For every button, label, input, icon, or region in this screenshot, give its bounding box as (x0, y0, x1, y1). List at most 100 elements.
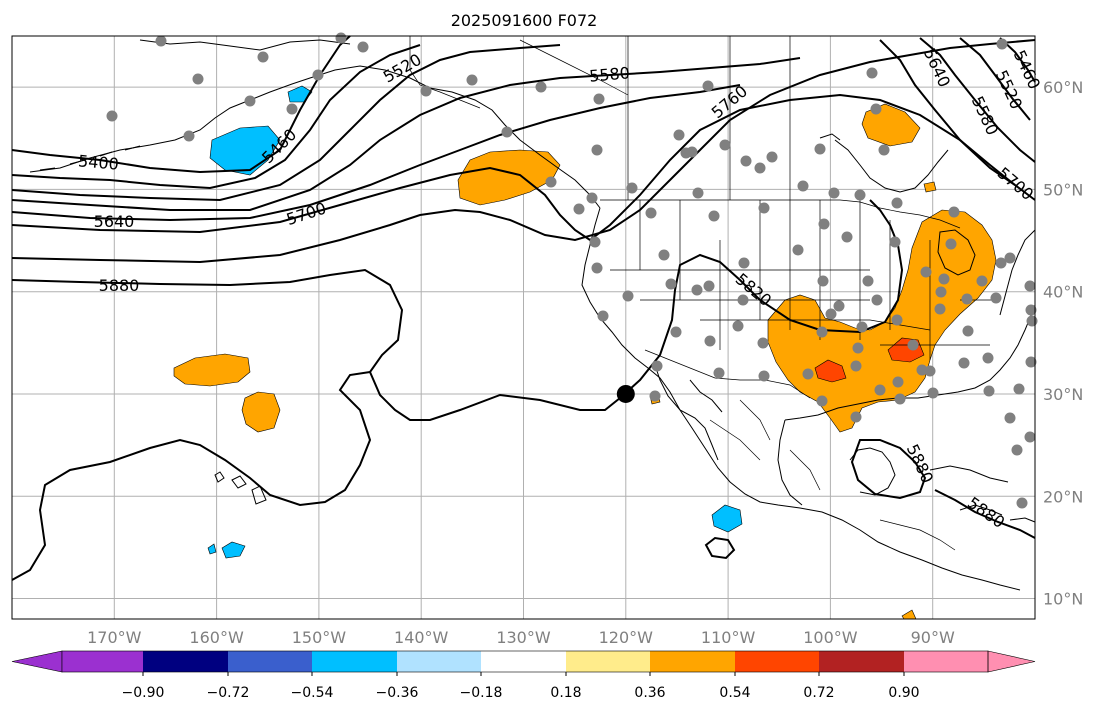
colorbar-segment (819, 651, 904, 672)
station-dot (670, 326, 682, 338)
station-dot (792, 244, 804, 256)
station-dot (713, 367, 725, 379)
station-dot (1016, 497, 1028, 509)
station-dot (591, 262, 603, 274)
contour-east-4 (999, 37, 1036, 83)
latitude-label: 40°N (1043, 283, 1083, 302)
colorbar-segment (228, 651, 312, 672)
station-dot (828, 187, 840, 199)
station-dot (257, 51, 269, 63)
contour-label-5880-west: 5880 (99, 276, 140, 295)
station-dot (854, 189, 866, 201)
colorbar-tick-label: 0.36 (634, 685, 665, 701)
station-dot (958, 357, 970, 369)
coastline-hawaii (214, 471, 267, 505)
longitude-label: 170°W (87, 628, 142, 647)
station-dot (1025, 304, 1037, 316)
station-dot (862, 275, 874, 287)
station-dot (833, 300, 845, 312)
station-dot (649, 390, 661, 402)
station-dot (982, 352, 994, 364)
anomaly-texas-red (814, 359, 847, 383)
station-dot (420, 85, 432, 97)
station-dot (244, 95, 256, 107)
height-contours (11, 35, 1036, 581)
colorbar (11, 650, 1036, 676)
station-dot (192, 73, 204, 85)
station-dot (916, 364, 928, 376)
latitude-labels: 10°N 20°N 30°N 40°N 50°N 60°N (1043, 78, 1083, 608)
station-dot (874, 384, 886, 396)
station-dot (927, 387, 939, 399)
station-dot (593, 93, 605, 105)
station-dot (818, 218, 830, 230)
station-dot (757, 337, 769, 349)
contour-5880-pacific (11, 371, 372, 581)
station-dot (357, 41, 369, 53)
contour-label-5400: 5400 (77, 151, 119, 173)
coastline-east (999, 229, 1036, 316)
colorbar-segment (566, 651, 650, 672)
station-dot (183, 130, 195, 142)
colorbar-tick-label: 0.18 (550, 685, 581, 701)
contour-east-3 (959, 37, 1031, 121)
colorbar-segment (62, 651, 143, 672)
station-dot (825, 308, 837, 320)
station-dot (878, 144, 890, 156)
map-title: 2025091600 F072 (451, 11, 598, 30)
station-dot (907, 339, 919, 351)
border-canadian-provinces (519, 36, 791, 200)
colorbar-tick-labels: −0.90 −0.72 −0.54 −0.36 −0.18 0.18 0.36 0.54 0.7… (122, 685, 920, 701)
colorbar-tick-label: −0.18 (460, 685, 503, 701)
station-dot (622, 290, 634, 302)
anomaly-pacific-orange-2 (241, 391, 281, 433)
station-dot (501, 126, 513, 138)
station-dot (466, 74, 478, 86)
latitude-label: 30°N (1043, 385, 1083, 404)
station-dot (938, 273, 950, 285)
station-dot (1004, 252, 1016, 264)
station-dot (651, 360, 663, 372)
anomaly-hudson-orange-small (923, 181, 937, 193)
border-usa-mexico (644, 349, 811, 399)
station-dot (645, 207, 657, 219)
anomaly-bc-orange (457, 149, 561, 206)
station-dot (961, 293, 973, 305)
longitude-label: 130°W (496, 628, 551, 647)
station-dot (948, 206, 960, 218)
border-mexico-states (709, 399, 821, 491)
longitude-label: 150°W (292, 628, 347, 647)
station-dot (797, 180, 809, 192)
station-dot (894, 393, 906, 405)
station-dot (1004, 412, 1016, 424)
station-dot (920, 266, 932, 278)
contour-east-2 (919, 37, 1036, 163)
coastlines (29, 39, 1036, 591)
colorbar-segment (397, 651, 481, 672)
colorbar-tick-label: 0.54 (719, 685, 750, 701)
station-dot (870, 103, 882, 115)
contour-5460 (11, 44, 421, 190)
station-dot (852, 342, 864, 354)
latitude-label: 50°N (1043, 180, 1083, 199)
station-dot (732, 320, 744, 332)
station-dot (891, 314, 903, 326)
longitude-label: 90°W (911, 628, 955, 647)
coastline-mexico-gulf (777, 419, 803, 506)
colorbar-tick-label: 0.72 (803, 685, 834, 701)
station-dot (754, 162, 766, 174)
station-dot (591, 144, 603, 156)
location-marker (616, 384, 635, 403)
station-dot (891, 197, 903, 209)
contour-5520 (11, 44, 561, 202)
station-dot (1013, 383, 1025, 395)
coastline-north-alaska (139, 39, 351, 51)
station-dot (871, 294, 883, 306)
station-dot (990, 292, 1002, 304)
colorbar-tick-label: −0.36 (376, 685, 419, 701)
station-dot (850, 411, 862, 423)
contour-5760 (11, 39, 1036, 264)
longitude-label: 110°W (701, 628, 756, 647)
station-dot (1026, 315, 1038, 327)
station-dot (996, 38, 1008, 50)
